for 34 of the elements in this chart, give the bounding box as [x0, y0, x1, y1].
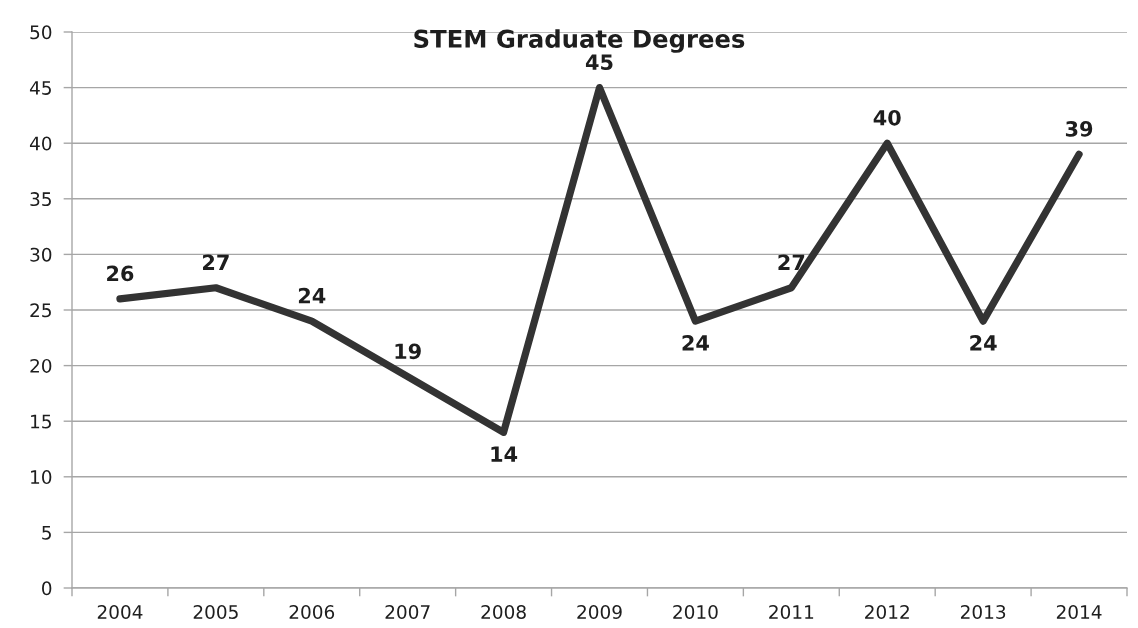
data-label: 24 [970, 335, 997, 351]
data-label: 14 [491, 446, 518, 462]
y-tick-label: 45 [29, 81, 51, 95]
x-tick-label: 2008 [481, 604, 526, 619]
y-tick-label: 35 [30, 192, 51, 207]
y-tick-label: 5 [42, 525, 51, 540]
x-tick-label: 2004 [97, 604, 143, 619]
data-label: 24 [298, 287, 326, 304]
x-tick-label: 2009 [577, 604, 622, 619]
y-tick-label: 50 [30, 25, 52, 40]
x-tick-label: 2012 [865, 604, 909, 619]
x-tick-label: 2005 [193, 604, 238, 619]
y-tick-label: 30 [30, 247, 52, 262]
data-label: 24 [682, 335, 709, 351]
x-tick-label: 2007 [385, 604, 430, 619]
data-label: 19 [395, 343, 421, 360]
y-tick-label: 25 [30, 303, 51, 318]
x-tick-label: 2013 [960, 604, 1006, 619]
data-label: 40 [873, 109, 901, 126]
x-tick-label: 2011 [769, 604, 814, 619]
data-label: 45 [585, 54, 613, 71]
x-tick-label: 2014 [1056, 604, 1102, 619]
y-tick-label: 40 [29, 136, 52, 151]
data-label: 27 [778, 254, 805, 270]
y-tick-label: 10 [31, 470, 52, 485]
data-label: 39 [1065, 121, 1093, 137]
data-label: 27 [203, 254, 229, 270]
y-tick-label: 0 [42, 581, 52, 596]
chart-title: STEM Graduate Degrees [414, 29, 745, 53]
y-tick-label: 15 [31, 414, 51, 429]
data-label: 26 [107, 265, 134, 282]
y-tick-label: 20 [30, 358, 52, 373]
x-tick-label: 2010 [673, 604, 718, 619]
x-tick-label: 2006 [289, 604, 335, 619]
